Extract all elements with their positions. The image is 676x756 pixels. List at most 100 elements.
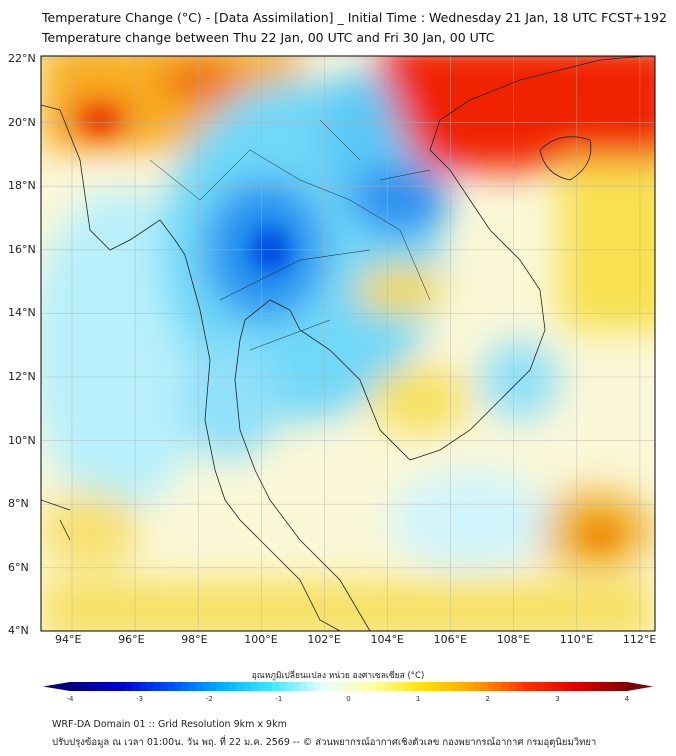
colorbar-segment <box>425 682 433 691</box>
lat-label: 22°N <box>8 52 36 65</box>
colorbar-segment <box>529 682 537 691</box>
colorbar-segment <box>376 682 384 691</box>
lon-label: 108°E <box>496 633 531 646</box>
lat-label: 20°N <box>8 115 36 129</box>
colorbar-segment <box>480 682 489 691</box>
lon-label: 98°E <box>181 633 208 646</box>
lat-label: 18°N <box>8 179 36 193</box>
colorbar-segment <box>334 682 342 691</box>
colorbar-segment <box>592 682 600 691</box>
colorbar-segment <box>230 682 238 691</box>
colorbar-segment <box>355 682 363 691</box>
colorbar-title: อุณหภูมิเปลี่ยนแปลง หน่วย องศาเซลเซียส (… <box>251 671 425 681</box>
temperature-field <box>41 56 655 631</box>
colorbar-tick-label: 0 <box>346 695 351 703</box>
colorbar-segment <box>174 682 182 691</box>
colorbar-tick-label: -3 <box>136 695 144 703</box>
colorbar-segment <box>571 682 579 691</box>
lon-label: 102°E <box>307 633 341 646</box>
colorbar-segment <box>564 682 572 691</box>
colorbar-segment <box>104 682 113 691</box>
lon-label: 100°E <box>244 633 278 646</box>
colorbar-tick-label: -1 <box>275 695 283 703</box>
lat-label: 14°N <box>8 306 36 320</box>
colorbar-segment <box>167 682 175 691</box>
colorbar-segment <box>70 682 78 691</box>
lat-label: 16°N <box>8 242 36 256</box>
lon-label: 106°E <box>433 633 468 646</box>
colorbar-segment <box>501 682 509 691</box>
colorbar-segment <box>473 682 482 691</box>
colorbar-segment <box>515 682 523 691</box>
colorbar-segment <box>244 682 252 691</box>
lat-label: 6°N <box>8 560 29 574</box>
colorbar <box>43 682 653 691</box>
colorbar-segment <box>327 682 335 691</box>
colorbar-segment <box>292 682 301 691</box>
colorbar-segment <box>578 682 586 691</box>
lat-label: 12°N <box>8 370 36 383</box>
colorbar-segment <box>620 682 628 691</box>
colorbar-tick-label: -4 <box>66 695 74 703</box>
colorbar-segment <box>390 682 398 691</box>
colorbar-max-arrow <box>627 682 653 691</box>
colorbar-segment <box>452 682 461 691</box>
colorbar-segment <box>202 682 210 691</box>
colorbar-segment <box>223 682 231 691</box>
colorbar-segment <box>153 682 161 691</box>
colorbar-tick-label: 1 <box>415 695 421 703</box>
colorbar-segment <box>348 682 356 691</box>
colorbar-segment <box>139 682 147 691</box>
lon-label: 112°E <box>622 633 657 646</box>
colorbar-segment <box>383 682 391 691</box>
colorbar-segment <box>341 682 349 691</box>
colorbar-segment <box>487 682 496 691</box>
colorbar-segment <box>97 682 106 691</box>
colorbar-tick-label: 2 <box>485 695 490 703</box>
colorbar-segment <box>271 682 280 691</box>
lon-label: 96°E <box>118 633 145 646</box>
map-subtitle: Temperature change between Thu 22 Jan, 0… <box>42 30 495 45</box>
colorbar-segment <box>606 682 614 691</box>
colorbar-segment <box>550 682 558 691</box>
colorbar-segment <box>494 682 502 691</box>
colorbar-segment <box>257 682 266 691</box>
colorbar-segment <box>557 682 565 691</box>
temperature-change-map <box>40 55 656 691</box>
colorbar-segment <box>418 682 426 691</box>
lat-label: 10°N <box>8 433 36 447</box>
colorbar-tick-label: 3 <box>555 695 560 703</box>
colorbar-segment <box>237 682 245 691</box>
colorbar-segment <box>188 682 196 691</box>
map-title: Temperature Change (°C) - [Data Assimila… <box>42 10 667 25</box>
colorbar-segment <box>111 682 120 691</box>
colorbar-segment <box>522 682 530 691</box>
coastline <box>41 56 649 631</box>
colorbar-segment <box>285 682 294 691</box>
colorbar-segment <box>146 682 154 691</box>
colorbar-segment <box>278 682 287 691</box>
colorbar-tick-label: -2 <box>205 695 213 703</box>
colorbar-segment <box>536 682 544 691</box>
colorbar-segment <box>216 682 224 691</box>
colorbar-min-arrow <box>43 682 70 691</box>
colorbar-segment <box>362 682 370 691</box>
colorbar-segment <box>459 682 468 691</box>
colorbar-segment <box>508 682 516 691</box>
colorbar-segment <box>432 682 440 691</box>
colorbar-segment <box>404 682 412 691</box>
colorbar-segment <box>118 682 126 691</box>
colorbar-segment <box>76 682 85 691</box>
colorbar-segment <box>543 682 551 691</box>
footer-update-info: ปรับปรุงข้อมูล ณ เวลา 01:00น. วัน พฤ. ที… <box>52 737 597 748</box>
colorbar-segment <box>585 682 593 691</box>
colorbar-segment <box>369 682 377 691</box>
colorbar-segment <box>160 682 168 691</box>
colorbar-segment <box>411 682 419 691</box>
colorbar-segment <box>299 682 308 691</box>
colorbar-segment <box>209 682 217 691</box>
lon-label: 104°E <box>370 633 404 646</box>
colorbar-segment <box>445 682 454 691</box>
colorbar-segment <box>397 682 405 691</box>
